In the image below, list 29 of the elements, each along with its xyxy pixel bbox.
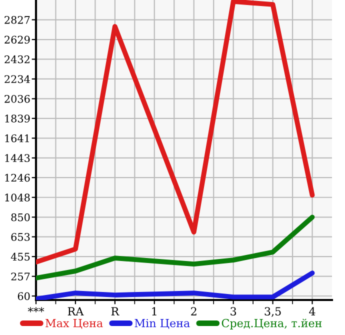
y-tick-label: 1839 xyxy=(5,114,30,123)
x-tick-label: 2 xyxy=(191,307,196,316)
y-tick-label: 2432 xyxy=(4,55,30,64)
y-tick-label: 2827 xyxy=(4,16,30,24)
y-tick-label: 60 xyxy=(18,292,30,300)
line-series xyxy=(36,214,315,280)
legend-label: Min Цена xyxy=(134,318,190,329)
y-tick-label: 1048 xyxy=(5,194,30,202)
y-tick-label: 1641 xyxy=(5,134,29,142)
y-tick-label: 850 xyxy=(11,213,30,222)
y-tick-label: 257 xyxy=(11,272,30,280)
x-tick-label: R xyxy=(111,307,120,316)
x-tick-label: 1 xyxy=(152,307,156,316)
y-tick-label: 1246 xyxy=(5,174,30,182)
y-tick-label: 653 xyxy=(11,233,30,241)
y-tick-label: 2234 xyxy=(4,75,30,84)
y-tick-label: 455 xyxy=(10,252,30,261)
line-series xyxy=(36,0,315,264)
y-tick-label: 2629 xyxy=(4,36,30,44)
legend-label: Max Цена xyxy=(46,319,103,329)
x-tick-label: 3 xyxy=(230,307,236,316)
y-tick-label: 1443 xyxy=(5,154,30,162)
legend-label: Сред.Цена, т.йен xyxy=(222,318,322,330)
y-tick-label: 2036 xyxy=(4,94,30,103)
x-tick-label: *** xyxy=(28,307,44,312)
x-tick-label: 4 xyxy=(309,307,316,316)
x-tick-label: RA xyxy=(68,307,84,316)
x-tick-label: 3,5 xyxy=(264,307,281,317)
line-series xyxy=(36,270,315,300)
